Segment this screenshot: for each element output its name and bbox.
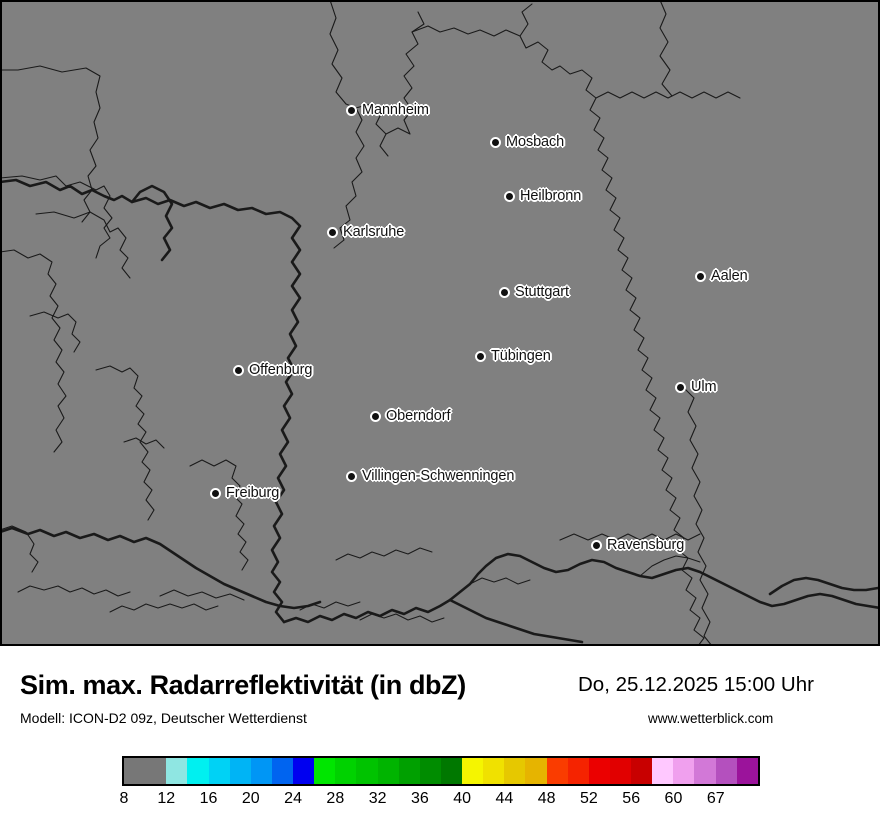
colorbar-segment <box>271 758 294 784</box>
colorbar-tick: 32 <box>368 790 387 807</box>
city-label: Tübingen <box>491 348 551 364</box>
city-label: Ulm <box>691 379 717 395</box>
city-dot-icon <box>327 226 338 238</box>
map-borders-layer <box>0 0 880 646</box>
colorbar-segment <box>229 758 251 784</box>
city-marker[interactable]: Aalen <box>695 268 748 284</box>
colorbar-segment <box>187 758 209 784</box>
city-marker[interactable]: Ulm <box>675 379 717 395</box>
colorbar-segment <box>694 758 716 784</box>
colorbar-segment <box>377 758 399 784</box>
colorbar-tick-labels: 8 12 16 20 24 28 32 36 40 44 48 52 56 60 67 <box>119 790 760 816</box>
city-label: Mosbach <box>506 134 565 150</box>
colorbar-tick: 8 <box>119 790 129 807</box>
colorbar-segment <box>715 758 737 784</box>
city-label: Offenburg <box>249 362 313 378</box>
city-dot-icon <box>346 104 357 116</box>
colorbar-segment <box>673 758 695 784</box>
city-dot-icon <box>210 487 221 499</box>
city-label: Oberndorf <box>386 408 451 424</box>
colorbar-tick: 60 <box>664 790 683 807</box>
colorbar-gradient[interactable] <box>122 756 760 786</box>
colorbar-segment <box>546 758 568 784</box>
colorbar-segment <box>293 758 315 784</box>
city-dot-icon <box>490 136 501 148</box>
city-label: Ravensburg <box>607 537 685 553</box>
detail-border-lines <box>109 547 701 623</box>
colorbar-segment <box>525 758 547 784</box>
city-label: Villingen-Schwenningen <box>362 468 515 484</box>
colorbar-segment <box>652 758 674 784</box>
colorbar-tick: 20 <box>241 790 260 807</box>
colorbar-segment <box>588 758 610 784</box>
colorbar-segment <box>208 758 230 784</box>
colorbar-segment <box>398 758 420 784</box>
model-subtitle: Modell: ICON-D2 09z, Deutscher Wetterdie… <box>20 710 307 726</box>
city-marker[interactable]: Oberndorf <box>370 408 450 424</box>
regional-border-lines <box>0 0 741 646</box>
colorbar-tick: 16 <box>199 790 218 807</box>
colorbar-tick: 52 <box>580 790 598 807</box>
city-marker[interactable]: Ravensburg <box>591 537 684 553</box>
colorbar-tick: 36 <box>410 790 429 807</box>
city-label: Karlsruhe <box>343 224 405 240</box>
colorbar-segment <box>609 758 632 784</box>
colorbar-tick: 28 <box>326 790 345 807</box>
colorbar-segment <box>567 758 589 784</box>
colorbar-tick: 67 <box>706 790 725 807</box>
city-marker[interactable]: Heilbronn <box>504 188 581 204</box>
radar-map[interactable]: Mannheim Mosbach Heilbronn Karlsruhe Aal… <box>0 0 880 646</box>
city-label: Stuttgart <box>515 284 569 300</box>
city-marker[interactable]: Karlsruhe <box>327 224 404 240</box>
city-label: Freiburg <box>226 485 280 501</box>
city-marker[interactable]: Villingen-Schwenningen <box>346 468 514 484</box>
page-title: Sim. max. Radarreflektivität (in dbZ) <box>20 670 466 700</box>
colorbar-tick: 24 <box>284 790 302 807</box>
city-marker[interactable]: Freiburg <box>210 485 279 501</box>
national-border-lines <box>0 178 880 644</box>
city-dot-icon <box>695 270 706 282</box>
colorbar-tick: 48 <box>537 790 556 807</box>
city-marker[interactable]: Mosbach <box>490 134 564 150</box>
city-dot-icon <box>499 286 510 298</box>
colorbar-tick: 40 <box>453 790 472 807</box>
colorbar-segment <box>504 758 526 784</box>
colorbar-segment <box>250 758 272 784</box>
city-dot-icon <box>475 350 486 362</box>
colorbar-segment <box>166 758 188 784</box>
city-dot-icon <box>233 364 244 376</box>
colorbar-segment <box>124 758 167 784</box>
colorbar-legend: 8 12 16 20 24 28 32 36 40 44 48 52 56 60 67 <box>0 752 880 830</box>
colorbar-segment <box>335 758 357 784</box>
colorbar-tick: 56 <box>622 790 641 807</box>
city-label: Aalen <box>711 268 748 284</box>
colorbar-segment <box>419 758 441 784</box>
colorbar-segment <box>440 758 463 784</box>
colorbar-segment <box>736 758 758 784</box>
city-label: Mannheim <box>362 102 429 118</box>
city-dot-icon <box>346 470 357 482</box>
city-marker[interactable]: Offenburg <box>233 362 312 378</box>
colorbar-tick: 44 <box>495 790 514 807</box>
caption-block: Sim. max. Radarreflektivität (in dbZ) Mo… <box>0 646 880 746</box>
colorbar-segment <box>356 758 378 784</box>
colorbar-tick: 12 <box>157 790 176 807</box>
forecast-timestamp: Do, 25.12.2025 15:00 Uhr <box>578 673 814 696</box>
city-dot-icon <box>675 381 686 393</box>
city-marker[interactable]: Stuttgart <box>499 284 569 300</box>
city-marker[interactable]: Tübingen <box>475 348 551 364</box>
city-dot-icon <box>370 410 381 422</box>
city-marker[interactable]: Mannheim <box>346 102 429 118</box>
colorbar-segment <box>462 758 484 784</box>
city-label: Heilbronn <box>520 188 582 204</box>
colorbar-segment <box>483 758 505 784</box>
website-credit: www.wetterblick.com <box>648 711 774 726</box>
colorbar-segment <box>314 758 336 784</box>
colorbar-segment <box>631 758 653 784</box>
city-dot-icon <box>504 190 515 202</box>
city-dot-icon <box>591 539 602 551</box>
